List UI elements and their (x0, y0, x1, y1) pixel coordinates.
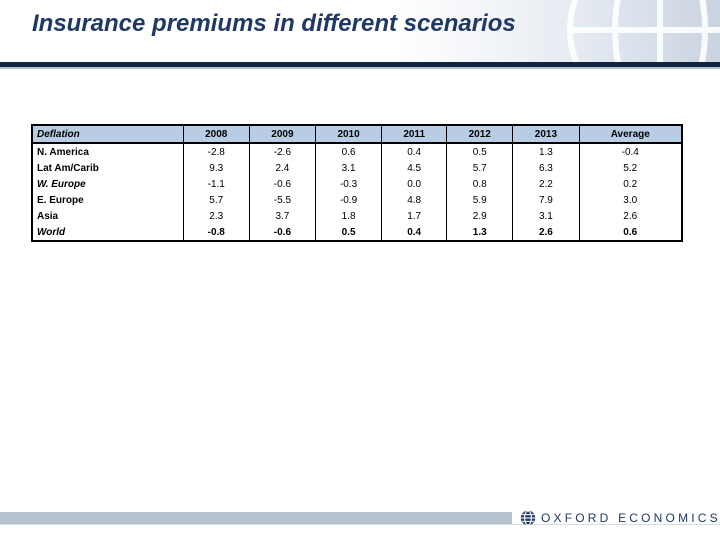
table-cell: 0.6 (578, 224, 682, 241)
column-header: Deflation (32, 125, 184, 144)
table-cell: -0.3 (314, 176, 382, 192)
header-rule-accent (0, 67, 720, 69)
table-row: W. Europe -1.1 -0.6 -0.3 0.0 0.8 2.2 0.2 (32, 176, 682, 192)
row-label: World (37, 226, 66, 238)
footer-bar (0, 512, 512, 524)
table-cell: 2.3 (182, 208, 250, 224)
table-cell: 2.6 (578, 208, 682, 224)
table-cell: -2.8 (182, 143, 250, 160)
column-header: Average (578, 125, 682, 144)
table-cell: 3.7 (248, 208, 316, 224)
row-label: Asia (37, 210, 59, 222)
table-cell: 0.4 (381, 143, 447, 160)
table-header-row: Deflation 2008 2009 2010 2011 2012 2013 … (32, 125, 682, 144)
table-row: World -0.8 -0.6 0.5 0.4 1.3 2.6 0.6 (32, 224, 682, 241)
header-rule (0, 62, 720, 67)
globe-watermark-icon (567, 0, 720, 62)
table-cell: -5.5 (248, 192, 316, 208)
row-label: N. America (37, 146, 89, 158)
table-cell: 1.7 (381, 208, 447, 224)
table-cell: 2.4 (248, 160, 316, 176)
table-cell: 3.0 (578, 192, 682, 208)
table-cell: -0.6 (248, 176, 316, 192)
table-cell: 0.6 (314, 143, 382, 160)
table-cell: 5.7 (182, 192, 250, 208)
row-label: Lat Am/Carib (37, 162, 99, 174)
table-cell: 5.2 (578, 160, 682, 176)
table-cell: 4.8 (381, 192, 447, 208)
logo-text: OXFORD ECONOMICS (541, 511, 720, 525)
table-cell: 5.7 (446, 160, 513, 176)
oxford-economics-logo: OXFORD ECONOMICS (520, 510, 720, 526)
table-cell: 2.9 (446, 208, 513, 224)
table-cell: 9.3 (182, 160, 250, 176)
table-cell: 4.5 (381, 160, 447, 176)
table-cell: 3.1 (512, 208, 580, 224)
table-cell: 0.5 (314, 224, 382, 241)
slide-header: Insurance premiums in different scenario… (0, 0, 720, 62)
table-cell: -0.4 (578, 143, 682, 160)
column-header: 2009 (248, 125, 316, 144)
table-cell: -2.6 (248, 143, 316, 160)
table-cell: 0.0 (381, 176, 447, 192)
table-cell: -0.8 (182, 224, 250, 241)
table-cell: 0.5 (446, 143, 513, 160)
table-cell: 1.3 (512, 143, 580, 160)
column-header: 2008 (182, 125, 250, 144)
table-row: Lat Am/Carib 9.3 2.4 3.1 4.5 5.7 6.3 5.2 (32, 160, 682, 176)
table-cell: 2.2 (512, 176, 580, 192)
table-cell: 0.4 (381, 224, 447, 241)
table-cell: 2.6 (512, 224, 580, 241)
table-cell: 1.3 (446, 224, 513, 241)
table-cell: 7.9 (512, 192, 580, 208)
table-cell: 0.8 (446, 176, 513, 192)
table-cell: 0.2 (578, 176, 682, 192)
column-header: 2012 (446, 125, 513, 144)
table-row: Asia 2.3 3.7 1.8 1.7 2.9 3.1 2.6 (32, 208, 682, 224)
table-cell: -0.9 (314, 192, 382, 208)
table-cell: 3.1 (314, 160, 382, 176)
globe-icon (520, 510, 536, 526)
footer-rule (0, 524, 720, 525)
slide-title: Insurance premiums in different scenario… (32, 10, 516, 37)
table-cell: 5.9 (446, 192, 513, 208)
table-cell: 6.3 (512, 160, 580, 176)
table-cell: -1.1 (182, 176, 250, 192)
table-row: E. Europe 5.7 -5.5 -0.9 4.8 5.9 7.9 3.0 (32, 192, 682, 208)
scenario-table: Deflation 2008 2009 2010 2011 2012 2013 … (31, 124, 683, 242)
row-label: W. Europe (37, 178, 86, 190)
column-header: 2011 (381, 125, 447, 144)
table-cell: 1.8 (314, 208, 382, 224)
column-header: 2013 (512, 125, 580, 144)
table-cell: -0.6 (248, 224, 316, 241)
table-row: N. America -2.8 -2.6 0.6 0.4 0.5 1.3 -0.… (32, 143, 682, 160)
row-label: E. Europe (37, 194, 84, 206)
column-header: 2010 (314, 125, 382, 144)
